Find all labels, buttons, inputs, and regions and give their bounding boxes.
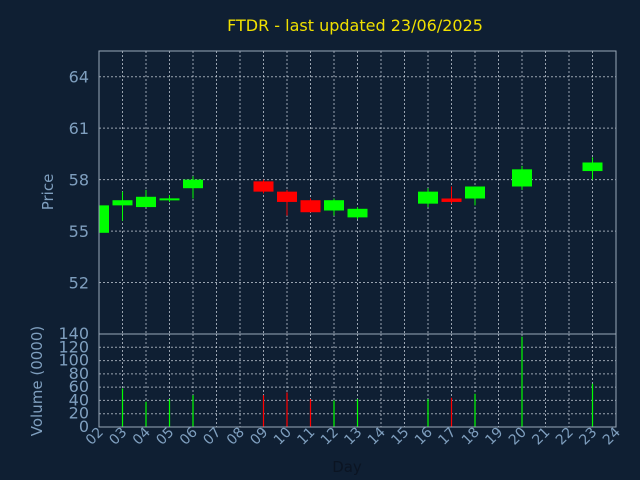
x-tick-label: 20: [506, 425, 530, 449]
x-tick-label: 22: [553, 425, 577, 449]
x-tick-label: 24: [600, 424, 624, 448]
volume-tick-label: 80: [69, 364, 89, 383]
candle-body: [253, 181, 274, 192]
price-axis-label: Price: [39, 174, 57, 211]
x-tick-label: 09: [247, 425, 271, 449]
volume-tick-label: 140: [58, 324, 89, 343]
candle-body: [582, 162, 603, 172]
price-tick-label: 64: [69, 68, 89, 87]
volume-frame: [98, 333, 617, 428]
x-tick-label: 05: [153, 425, 177, 449]
x-tick-label: 19: [482, 425, 506, 449]
x-axis: 02 03 04 05 06 07 08 09 10 11 12 13 14 15 16 17 18 19 20 21…: [83, 424, 624, 448]
volume-tick-label: 0: [79, 417, 89, 436]
candle-body: [512, 169, 532, 187]
chart-title: FTDR - last updated 23/06/2025: [227, 16, 483, 35]
candle-body: [112, 200, 133, 206]
x-tick-label: 23: [576, 425, 600, 449]
candle-body: [136, 196, 156, 208]
price-tick-label: 55: [69, 222, 89, 241]
candle-body: [418, 191, 438, 204]
x-axis-label: Day: [332, 458, 362, 476]
x-tick-label: 18: [459, 425, 483, 449]
candle-body: [300, 200, 321, 213]
candle-body: [465, 186, 485, 199]
volume-tick-label: 60: [69, 377, 89, 396]
x-tick-label: 04: [130, 424, 154, 448]
volume-tick-label: 20: [69, 404, 89, 423]
x-tick-label: 21: [529, 425, 553, 449]
price-tick-label: 58: [69, 171, 89, 190]
price-panel: 52 55 58 61 64: [69, 50, 617, 335]
x-tick-label: 16: [412, 424, 436, 448]
candle-body: [99, 205, 109, 233]
candle-body: [159, 198, 180, 201]
x-tick-label: 06: [177, 424, 201, 448]
volume-tick-label: 40: [69, 390, 89, 409]
volume-axis-label: Volume (0000): [28, 326, 46, 436]
candle-body: [324, 200, 344, 211]
x-tick-label: 15: [388, 425, 412, 449]
x-tick-label: 12: [318, 425, 342, 449]
candle-body: [183, 179, 203, 189]
x-tick-label: 07: [200, 425, 224, 449]
volume-tick-label: 120: [58, 337, 89, 356]
price-tick-label: 52: [69, 274, 89, 293]
price-tick-label: 61: [69, 119, 89, 138]
candle-body: [277, 191, 297, 202]
volume-tick-label: 100: [58, 351, 89, 370]
x-tick-label: 11: [294, 425, 318, 449]
x-tick-label: 03: [106, 425, 130, 449]
x-tick-label: 10: [271, 425, 295, 449]
candle-body: [441, 198, 462, 202]
x-tick-label: 08: [224, 425, 248, 449]
x-tick-label: 17: [435, 425, 459, 449]
x-tick-label: 13: [341, 425, 365, 449]
candle-body: [347, 208, 368, 218]
x-tick-label: 14: [365, 424, 389, 448]
